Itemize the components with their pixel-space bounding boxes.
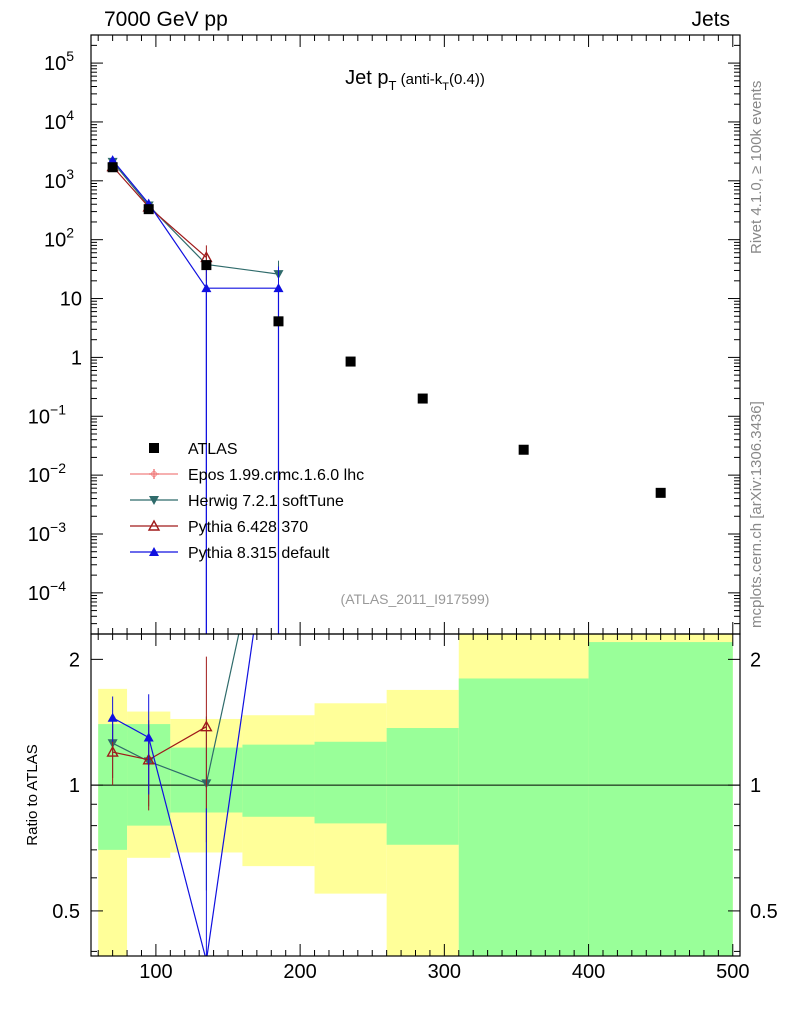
mcplots-source-label: mcplots.cern.ch [arXiv:1306.3436]	[748, 401, 765, 628]
ytick-label-1: 104	[44, 107, 74, 134]
xtick-label-200: 200	[283, 961, 316, 983]
point-atlas-5	[417, 393, 428, 404]
ratio-ylabel: Ratio to ATLAS	[24, 744, 41, 845]
legend-label-epos-1-99-crmc-1-6-0-lhc: Epos 1.99.crmc.1.6.0 lhc	[188, 467, 364, 484]
band-green-4	[314, 741, 387, 824]
ytick-label-8: 10−3	[28, 519, 66, 546]
ratio-ytick-label-right-2: 2	[750, 649, 761, 671]
band-green-3	[242, 744, 315, 817]
legend-marker-pythia-8-315-default	[149, 547, 159, 556]
analysis-label: (ATLAS_2011_I917599)	[341, 591, 490, 607]
legend-label-pythia-6-428-370: Pythia 6.428 370	[188, 519, 308, 536]
header-collision-label: 7000 GeV pp	[104, 8, 228, 31]
ytick-label-0: 105	[44, 48, 74, 75]
ratio-point-pythia-6-428-370-0	[106, 745, 119, 757]
legend-label-pythia-8-315-default: Pythia 8.315 default	[188, 545, 330, 562]
line-pythia-6-428-370	[112, 166, 207, 258]
point-atlas-0	[107, 162, 118, 173]
xtick-label-100: 100	[139, 961, 172, 983]
legend-marker-atlas	[149, 443, 159, 453]
ytick-label-9: 10−4	[28, 578, 66, 605]
ratio-point-pythia-8-315-default-1	[143, 732, 154, 742]
xtick-label-300: 300	[428, 961, 461, 983]
point-atlas-4	[345, 356, 356, 367]
point-pythia-8-315-default-3	[273, 283, 284, 293]
line-herwig-7-2-1-softtune	[112, 161, 279, 275]
plot-title: Jet pT (anti-kT(0.4))	[345, 67, 485, 93]
point-atlas-1	[143, 204, 154, 215]
band-green-5	[386, 728, 459, 845]
rivet-version-label: Rivet 4.1.0, ≥ 100k events	[748, 80, 765, 254]
legend-label-atlas: ATLAS	[188, 441, 238, 458]
ratio-ytick-label-left-1: 1	[69, 775, 80, 797]
ratio-point-pythia-6-428-370-2	[200, 720, 213, 732]
band-green-6	[458, 678, 589, 956]
point-pythia-8-315-default-0	[107, 155, 118, 165]
ratio-line-pythia-8-315-default	[112, 634, 255, 956]
point-atlas-3	[273, 316, 284, 327]
ratio-ytick-label-right-0.5: 0.5	[750, 901, 778, 923]
ratio-ytick-label-left-0.5: 0.5	[52, 901, 80, 923]
line-pythia-8-315-default	[112, 159, 279, 289]
ytick-label-3: 102	[44, 225, 74, 252]
xtick-label-400: 400	[572, 961, 605, 983]
legend-marker-epos-1-99-crmc-1-6-0-lhc	[149, 469, 159, 479]
ratio-ytick-label-right-1: 1	[750, 775, 761, 797]
legend-marker-pythia-6-428-370	[147, 519, 161, 531]
ratio-point-pythia-8-315-default-2	[206, 955, 207, 956]
ratio-line-herwig-7-2-1-softtune	[112, 634, 240, 785]
point-atlas-7	[655, 487, 666, 498]
ytick-label-4: 10	[60, 289, 82, 311]
point-atlas-2	[201, 260, 212, 271]
xtick-label-500: 500	[716, 961, 749, 983]
point-atlas-6	[518, 444, 529, 455]
point-pythia-8-315-default-2	[201, 283, 212, 293]
header-category-label: Jets	[691, 8, 730, 31]
legend-marker-herwig-7-2-1-softtune	[149, 496, 159, 505]
ytick-label-5: 1	[71, 347, 82, 369]
legend: ATLAS Epos 1.99.crmc.1.6.0 lhc Herwig 7.2.…	[130, 441, 364, 562]
ytick-label-6: 10−1	[28, 401, 66, 428]
band-green-7	[588, 642, 733, 956]
legend-label-herwig-7-2-1-softtune: Herwig 7.2.1 softTune	[188, 493, 344, 510]
ytick-label-2: 103	[44, 166, 74, 193]
ratio-point-pythia-8-315-default-0	[107, 712, 118, 722]
ytick-label-7: 10−2	[28, 460, 66, 487]
ratio-uncertainty-bands	[91, 634, 740, 956]
legend-marker-epos-1-99-crmc-1-6-0-lhc-c	[151, 471, 157, 477]
ratio-ytick-label-left-2: 2	[69, 649, 80, 671]
